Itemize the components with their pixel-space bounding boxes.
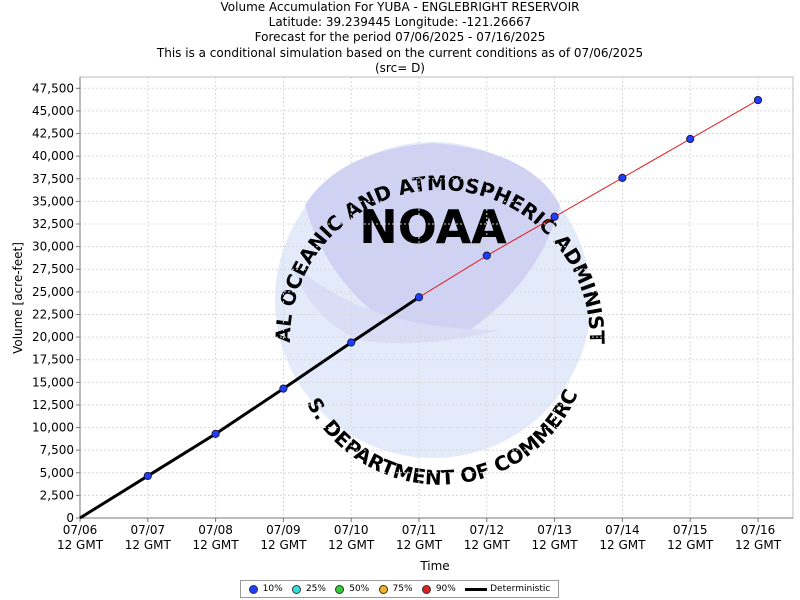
data-point-10 — [686, 134, 695, 144]
legend-label-25: 25% — [305, 584, 326, 594]
volume-chart: NOAANATIONAL OCEANIC AND ATMOSPHERIC ADM… — [0, 0, 794, 573]
legend-item-90: 90% — [421, 584, 456, 594]
series-line-deterministic — [79, 296, 420, 520]
x-axis-label: Time — [419, 559, 449, 573]
x-tick-label-date: 07/07 — [131, 523, 166, 537]
legend-label-10: 10% — [262, 584, 283, 594]
y-tick-label: 47,500 — [32, 81, 74, 95]
legend-swatch-25 — [291, 584, 301, 594]
watermark-wave — [290, 260, 500, 344]
legend-swatch-10 — [248, 584, 258, 594]
chart-subtitle-period: Forecast for the period 07/06/2025 - 07/… — [254, 30, 546, 45]
y-tick-label: 32,500 — [32, 217, 74, 231]
y-tick-label: 37,500 — [32, 172, 74, 186]
chart-subtitle-source: (src= D) — [375, 60, 425, 75]
chart-title: Volume Accumulation For YUBA - ENGLEBRIG… — [220, 0, 580, 14]
legend-item-75: 75% — [378, 584, 413, 594]
y-tick-label: 5,000 — [40, 466, 74, 480]
y-tick-label: 27,500 — [32, 262, 74, 276]
x-tick-label-date: 07/10 — [334, 523, 369, 537]
y-tick-label: 22,500 — [32, 307, 74, 321]
legend-swatch-deterministic — [465, 587, 488, 591]
y-tick-label: 30,000 — [32, 240, 74, 254]
data-point-10 — [211, 429, 220, 438]
legend-item-deterministic: Deterministic — [465, 584, 550, 594]
points-layer — [143, 95, 763, 481]
series-line-90 — [418, 99, 759, 298]
y-tick-label: 20,000 — [32, 330, 74, 344]
y-tick-label: 40,000 — [32, 149, 74, 163]
x-tick-label-date: 07/15 — [673, 523, 708, 537]
data-point-10 — [143, 471, 152, 481]
data-point-10 — [347, 338, 356, 347]
noaa-watermark: NOAANATIONAL OCEANIC AND ATMOSPHERIC ADM… — [0, 0, 609, 490]
data-point-10 — [414, 293, 424, 302]
watermark-logo-text: NOAA — [359, 200, 507, 254]
y-tick-label: 42,500 — [32, 127, 74, 141]
legend-label-90: 90% — [435, 584, 456, 594]
y-tick-label: 35,000 — [32, 194, 74, 208]
x-tick-label-time: 12 GMT — [125, 538, 172, 552]
chart-title-block: Volume Accumulation For YUBA - ENGLEBRIG… — [0, 0, 800, 76]
legend-item-50: 50% — [335, 584, 369, 594]
chart-subtitle-location: Latitude: 39.239445 Longitude: -121.2666… — [268, 15, 532, 30]
x-tick-label-date: 07/09 — [266, 523, 301, 537]
y-tick-label: 12,500 — [32, 398, 74, 412]
x-tick-label-time: 12 GMT — [396, 538, 443, 552]
x-tick-label-date: 07/16 — [741, 523, 776, 537]
x-tick-label-date: 07/13 — [537, 523, 572, 537]
legend-label-50: 50% — [349, 584, 370, 594]
data-point-10 — [753, 95, 763, 105]
y-tick-label: 7,500 — [40, 443, 74, 457]
chart-subtitle-conditions: This is a conditional simulation based o… — [156, 45, 644, 60]
x-tick-label-time: 12 GMT — [599, 538, 646, 552]
y-tick-label: 17,500 — [32, 353, 74, 367]
legend-item-10: 10% — [248, 584, 283, 594]
data-point-10 — [550, 212, 559, 221]
y-axis-label: Volume [acre-feet] — [11, 242, 25, 354]
legend-label-75: 75% — [392, 584, 413, 594]
y-tick-label: 45,000 — [32, 104, 74, 118]
legend-swatch-90 — [421, 584, 431, 594]
data-point-10 — [482, 251, 491, 260]
legend: 10% 25% 50% 75% 90% Deterministic — [240, 580, 559, 598]
x-tick-label-time: 12 GMT — [328, 538, 375, 552]
x-tick-label-time: 12 GMT — [57, 538, 104, 552]
legend-swatch-75 — [378, 584, 388, 594]
x-tick-label-time: 12 GMT — [667, 538, 714, 552]
x-tick-label-time: 12 GMT — [260, 538, 307, 552]
y-tick-label: 2,500 — [40, 488, 74, 502]
x-tick-label-time: 12 GMT — [532, 538, 579, 552]
data-point-10 — [279, 384, 288, 393]
y-tick-label: 25,000 — [32, 285, 74, 299]
x-tick-label-time: 12 GMT — [193, 538, 240, 552]
legend-swatch-50 — [335, 584, 345, 594]
x-tick-label-date: 07/06 — [63, 523, 98, 537]
x-tick-label-date: 07/08 — [198, 523, 233, 537]
series-layer — [79, 99, 759, 520]
axes: 0 2,500 5,000 7,500 10,000 12,500 15,000 17,500… — [32, 76, 794, 552]
y-tick-label: 15,000 — [32, 375, 74, 389]
legend-label-deterministic: Deterministic — [490, 584, 551, 594]
x-tick-label-date: 07/11 — [402, 523, 437, 537]
y-tick-label: 0 — [66, 511, 74, 525]
x-tick-label-time: 12 GMT — [735, 538, 782, 552]
legend-item-25: 25% — [291, 584, 326, 594]
data-point-10 — [618, 173, 627, 182]
y-tick-label: 10,000 — [32, 421, 74, 435]
x-tick-label-date: 07/12 — [470, 523, 505, 537]
x-tick-label-date: 07/14 — [605, 523, 640, 537]
watermark-upper-shape — [305, 143, 560, 336]
x-tick-label-time: 12 GMT — [464, 538, 511, 552]
